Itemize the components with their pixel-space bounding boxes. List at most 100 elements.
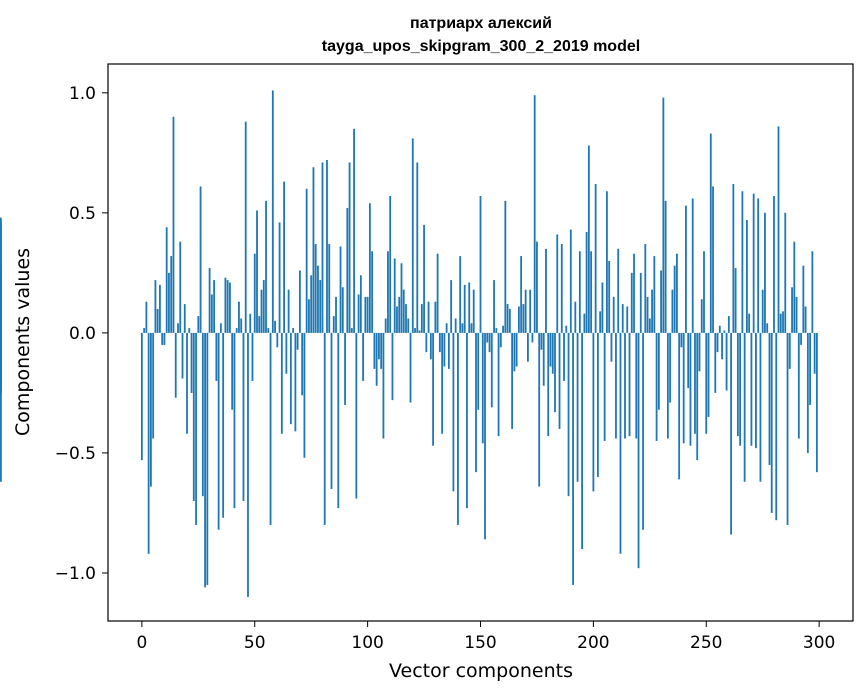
bar [488,332,491,353]
bar [235,328,238,333]
bar [542,332,545,386]
bar [764,212,766,333]
bar [213,280,216,333]
bar [217,332,220,530]
bar [671,289,674,333]
bar [256,210,258,333]
bar [569,229,572,333]
bar [201,332,204,497]
bar [752,193,755,333]
bar [321,162,324,333]
bar [531,332,534,343]
bar [655,332,658,441]
y-tick-label: 0.5 [69,204,96,224]
bar [813,332,816,374]
bar [267,328,270,333]
bar [186,332,188,434]
bar [520,256,523,333]
bar [278,222,281,333]
bar [429,332,432,360]
bar [815,332,818,473]
bar [578,251,581,333]
x-tick-label: 150 [464,633,496,653]
bar [648,318,651,333]
bar [357,294,360,333]
bar [619,332,622,554]
bar [242,332,245,501]
bar [730,332,732,535]
bar [233,332,236,509]
bar [384,318,387,333]
bar [310,275,313,333]
bar [639,272,642,333]
bar [350,328,353,333]
bar [346,208,349,333]
bar [276,332,279,348]
bar [393,258,396,333]
bar [145,301,148,333]
bar [479,196,482,333]
bar [797,332,800,439]
bar [0,332,2,367]
bar [508,308,511,333]
bar [757,198,760,333]
bar [755,332,757,449]
bar [165,227,168,333]
bar [560,244,563,333]
bar [362,332,365,381]
bar [353,128,355,333]
bar [244,121,247,333]
bar [538,332,541,487]
x-tick-label: 50 [244,633,266,653]
bar [238,301,240,333]
bar [524,289,527,333]
bar [804,306,807,333]
bar [445,323,448,333]
bar [682,332,685,444]
bar [326,160,328,333]
bar [380,332,383,369]
bar [154,280,157,333]
bar [418,330,421,333]
bar [653,256,656,333]
bar [188,328,191,333]
bar [366,296,369,333]
bar [414,328,416,333]
bar [179,241,182,333]
bar [800,332,802,345]
bar [432,332,434,446]
bar [459,256,462,333]
bar [732,184,735,333]
bar [301,332,304,396]
bar [454,318,457,333]
bar [177,323,179,333]
bar [694,332,696,434]
x-tick-label: 300 [803,633,835,653]
x-tick-label: 100 [351,633,383,653]
bar [795,296,798,333]
bar [174,332,177,398]
bar [666,332,669,439]
bar [215,332,218,381]
bar [700,299,703,333]
bar [687,332,690,389]
bar [405,304,407,333]
bar [280,332,283,434]
bar [558,332,561,429]
bar [554,332,556,413]
bar [545,248,547,333]
bar [603,332,606,441]
bar [260,289,263,333]
bar [407,318,410,333]
bar [378,332,380,360]
bar [328,244,331,333]
bar [626,306,629,333]
bar [466,332,468,509]
bar [612,296,615,333]
bar [782,311,784,333]
bar [718,325,721,333]
bar [472,289,475,333]
bar [450,280,453,333]
bar [389,196,392,333]
bar [716,332,719,353]
